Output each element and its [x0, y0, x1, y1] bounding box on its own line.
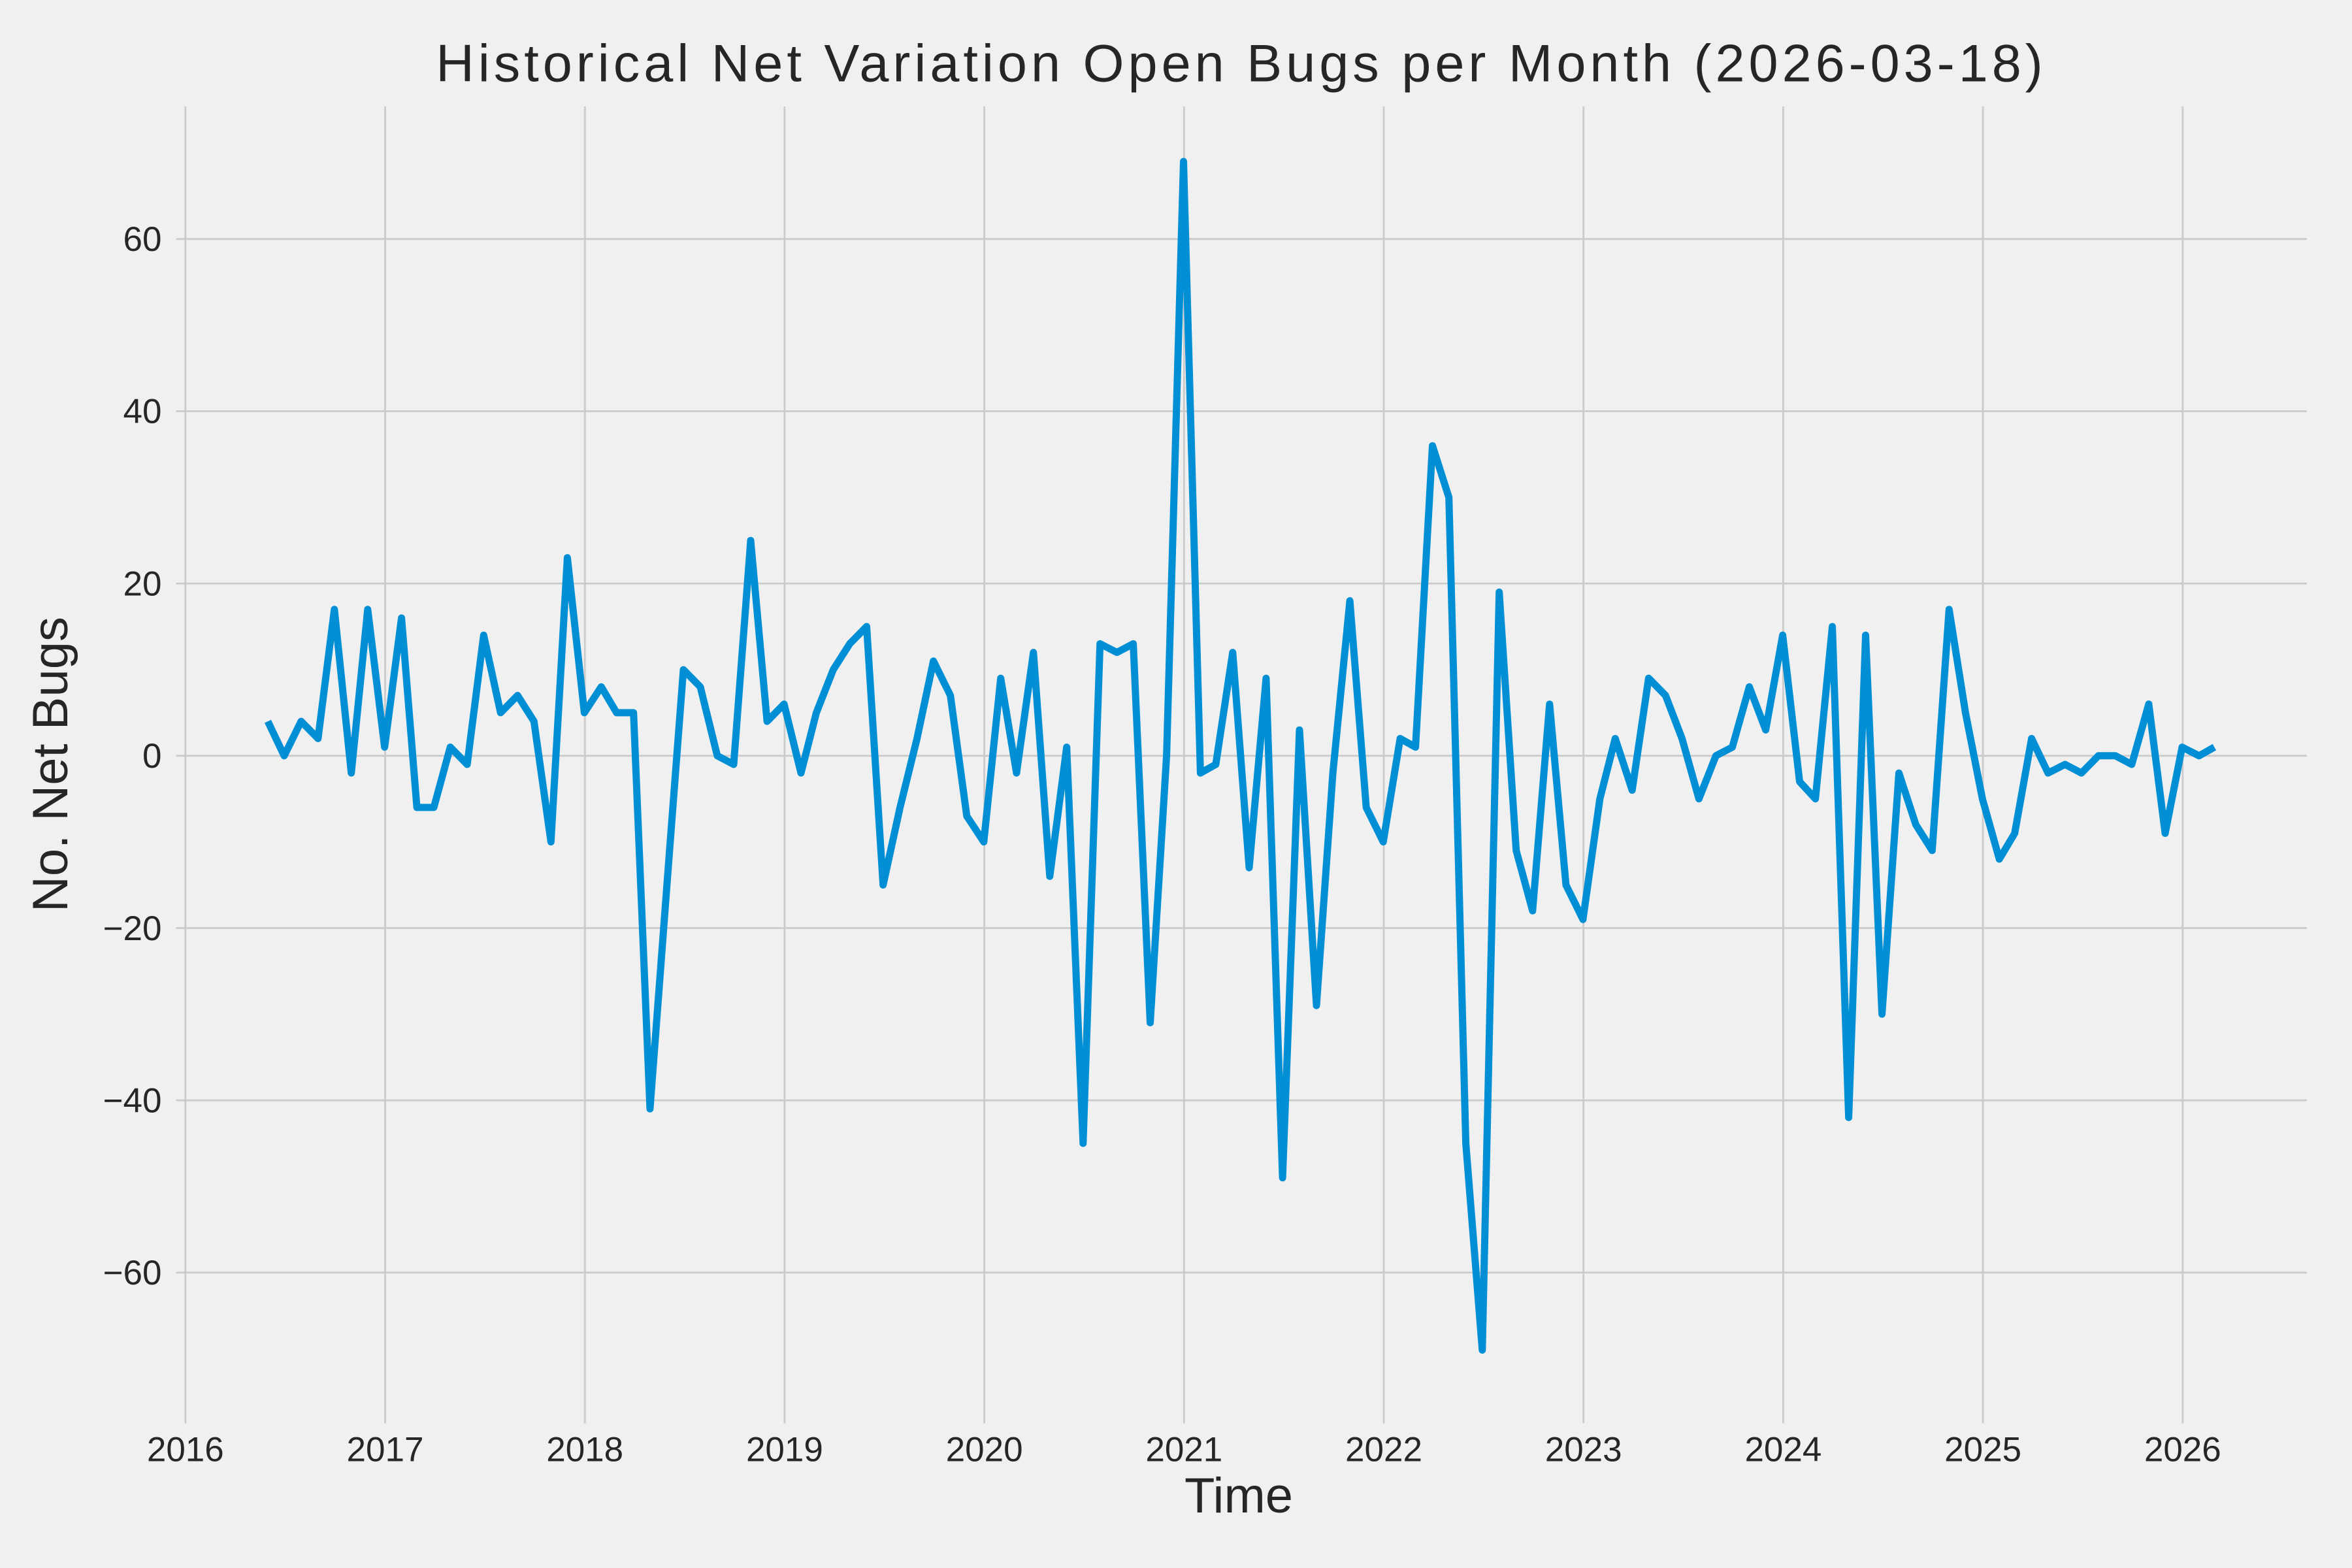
svg-text:−20: −20: [103, 909, 162, 948]
svg-text:−60: −60: [103, 1254, 162, 1292]
svg-text:2024: 2024: [1744, 1431, 1821, 1469]
svg-text:2022: 2022: [1345, 1431, 1422, 1469]
svg-text:No. Net Bugs: No. Net Bugs: [23, 617, 78, 912]
svg-text:Historical Net Variation Open: Historical Net Variation Open Bugs per M…: [436, 35, 2047, 93]
svg-text:2021: 2021: [1145, 1431, 1222, 1469]
svg-text:2026: 2026: [2144, 1431, 2221, 1469]
svg-text:2018: 2018: [546, 1431, 623, 1469]
svg-text:2017: 2017: [347, 1431, 424, 1469]
svg-text:2019: 2019: [746, 1431, 823, 1469]
svg-text:2016: 2016: [147, 1431, 224, 1469]
svg-text:2023: 2023: [1545, 1431, 1622, 1469]
svg-text:2020: 2020: [946, 1431, 1023, 1469]
svg-text:−40: −40: [103, 1082, 162, 1120]
svg-text:2025: 2025: [1944, 1431, 2021, 1469]
svg-text:20: 20: [123, 564, 162, 603]
svg-text:Time: Time: [1184, 1468, 1293, 1524]
svg-text:60: 60: [123, 220, 162, 259]
svg-text:0: 0: [142, 737, 161, 776]
svg-text:40: 40: [123, 393, 162, 431]
